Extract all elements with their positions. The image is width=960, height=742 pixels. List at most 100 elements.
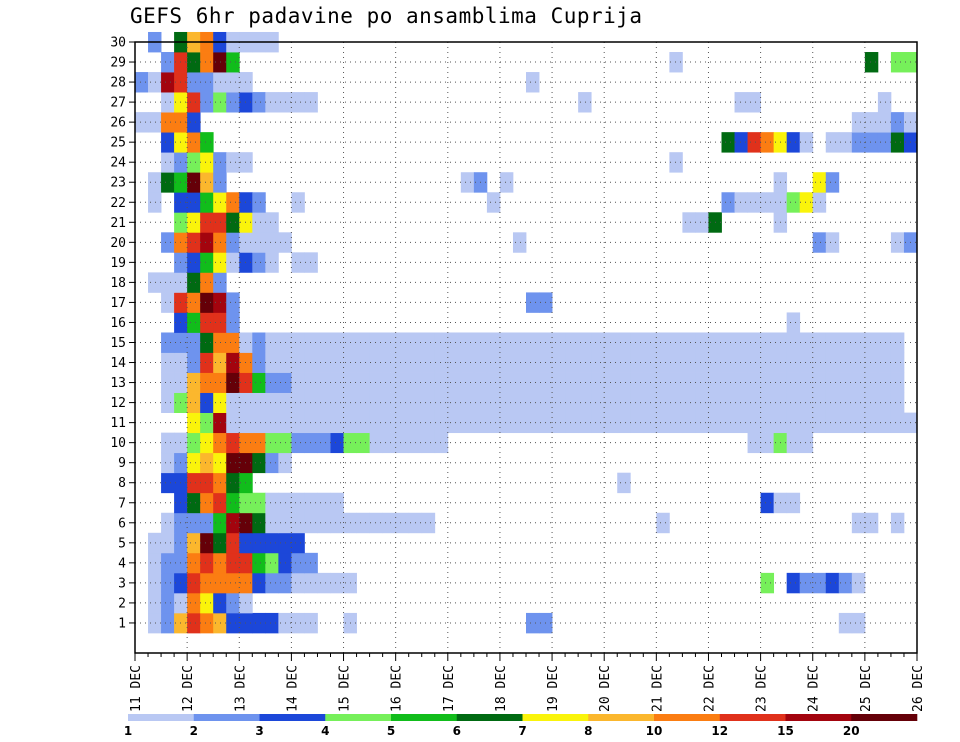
heatmap-cell-m11-t41 — [669, 412, 683, 434]
heatmap-cell-m12-t37 — [617, 392, 631, 413]
heatmap-cell-m10-t15 — [330, 432, 344, 454]
heatmap-cell-m22-t51 — [799, 192, 814, 213]
heatmap-cell-m20-t29 — [512, 232, 527, 253]
heatmap-cell-m16-t6 — [213, 312, 227, 333]
heatmap-cell-m12-t5 — [200, 392, 214, 413]
heatmap-cell-m11-t17 — [356, 412, 370, 434]
heatmap-cell-m27-t47 — [747, 92, 761, 113]
heatmap-cell-m15-t35 — [591, 332, 605, 353]
heatmap-cell-m13-t30 — [526, 372, 540, 393]
heatmap-cell-m14-t17 — [356, 352, 370, 373]
heatmap-cell-m11-t7 — [226, 412, 240, 434]
heatmap-cell-m15-t52 — [812, 332, 827, 353]
y-tick-label: 13 — [110, 376, 126, 391]
heatmap-cell-m1-t7 — [226, 612, 240, 634]
heatmap-cell-m28-t4 — [187, 72, 201, 93]
heatmap-cell-m15-t58 — [890, 332, 905, 353]
heatmap-cell-m11-t33 — [565, 412, 579, 434]
heatmap-cell-m6-t13 — [304, 512, 318, 534]
heatmap-cell-m4-t2 — [161, 552, 175, 574]
heatmap-cell-m12-t58 — [890, 392, 905, 413]
heatmap-cell-m7-t12 — [291, 492, 305, 514]
heatmap-cell-m1-t10 — [265, 612, 279, 634]
heatmap-cell-m13-t37 — [617, 372, 631, 393]
heatmap-cell-m10-t22 — [421, 432, 436, 454]
heatmap-cell-m18-t5 — [200, 272, 214, 293]
heatmap-cell-m14-t28 — [499, 352, 514, 373]
heatmap-cell-m11-t34 — [578, 412, 592, 434]
heatmap-cell-m14-t20 — [395, 352, 410, 373]
colorbar-swatch — [128, 714, 195, 721]
heatmap-cell-m8-t2 — [161, 472, 175, 494]
heatmap-cell-m10-t13 — [304, 432, 318, 454]
heatmap-cell-m15-t10 — [265, 332, 279, 353]
heatmap-cell-m7-t9 — [252, 492, 266, 514]
colorbar-label: 4 — [321, 724, 329, 738]
heatmap-cell-m17-t2 — [161, 292, 175, 313]
heatmap-cell-m4-t4 — [187, 552, 201, 574]
heatmap-cell-m25-t4 — [187, 132, 201, 153]
colorbar-swatch — [391, 714, 458, 721]
heatmap-cell-m13-t48 — [760, 372, 775, 393]
heatmap-cell-m15-t27 — [486, 332, 501, 353]
heatmap-cell-m12-t22 — [421, 392, 436, 413]
heatmap-cell-m1-t2 — [161, 612, 175, 634]
heatmap-cell-m22-t27 — [486, 192, 501, 213]
heatmap-cell-m11-t55 — [851, 412, 866, 434]
heatmap-cell-m15-t12 — [291, 332, 305, 353]
heatmap-cell-m13-t28 — [499, 372, 514, 393]
heatmap-cell-m6-t12 — [291, 512, 305, 534]
heatmap-cell-m25-t46 — [734, 132, 748, 153]
heatmap-cell-m10-t18 — [369, 432, 384, 454]
heatmap-cell-m5-t12 — [291, 532, 305, 554]
y-tick-label: 12 — [110, 396, 126, 411]
heatmap-cell-m14-t5 — [200, 352, 214, 373]
heatmap-cell-m15-t45 — [721, 332, 735, 353]
heatmap-cell-m7-t7 — [226, 492, 240, 514]
heatmap-cell-m4-t6 — [213, 552, 227, 574]
heatmap-cell-m11-t15 — [330, 412, 344, 434]
heatmap-cell-m3-t7 — [226, 572, 240, 594]
heatmap-cell-m6-t55 — [851, 512, 866, 534]
heatmap-cell-m11-t4 — [187, 412, 201, 434]
heatmap-cell-m23-t53 — [825, 172, 840, 193]
heatmap-cell-m6-t15 — [330, 512, 344, 534]
heatmap-cell-m15-t55 — [851, 332, 866, 353]
heatmap-cell-m11-t6 — [213, 412, 227, 434]
heatmap-cell-m15-t24 — [447, 332, 462, 353]
heatmap-cell-m11-t35 — [591, 412, 605, 434]
heatmap-cell-m25-t47 — [747, 132, 761, 153]
heatmap-cell-m12-t33 — [565, 392, 579, 413]
heatmap-cell-m7-t10 — [265, 492, 279, 514]
heatmap-cell-m20-t58 — [890, 232, 905, 253]
heatmap-cell-m13-t52 — [812, 372, 827, 393]
heatmap-cell-m15-t42 — [682, 332, 696, 353]
heatmap-cell-m12-t4 — [187, 392, 201, 413]
heatmap-cell-m11-t18 — [369, 412, 384, 434]
heatmap-cell-m15-t57 — [877, 332, 892, 353]
heatmap-cell-m11-t58 — [890, 412, 905, 434]
heatmap-cell-m28-t5 — [200, 72, 214, 93]
colorbar-swatch — [456, 714, 523, 721]
heatmap-cell-m13-t57 — [877, 372, 892, 393]
heatmap-cell-m26-t58 — [890, 112, 905, 133]
heatmap-cell-m15-t19 — [382, 332, 397, 353]
heatmap-cell-m22-t50 — [786, 192, 801, 213]
heatmap-cell-m11-t43 — [695, 412, 709, 434]
heatmap-cell-m22-t4 — [187, 192, 201, 213]
heatmap-cell-m11-t40 — [656, 412, 670, 434]
heatmap-cell-m13-t40 — [656, 372, 670, 393]
heatmap-cell-m14-t43 — [695, 352, 709, 373]
heatmap-cell-m21-t6 — [213, 212, 227, 233]
heatmap-cell-m10-t47 — [747, 432, 761, 454]
heatmap-cell-m2-t1 — [148, 592, 162, 614]
heatmap-cell-m11-t57 — [877, 412, 892, 434]
heatmap-cell-m15-t7 — [226, 332, 240, 353]
heatmap-cell-m14-t2 — [161, 352, 175, 373]
heatmap-cell-m3-t13 — [304, 572, 318, 594]
colorbar-label: 12 — [711, 724, 728, 738]
heatmap-cell-m11-t45 — [721, 412, 735, 434]
heatmap-cell-m20-t2 — [161, 232, 175, 253]
heatmap-cell-m17-t5 — [200, 292, 214, 313]
heatmap-cell-m21-t43 — [695, 212, 709, 233]
